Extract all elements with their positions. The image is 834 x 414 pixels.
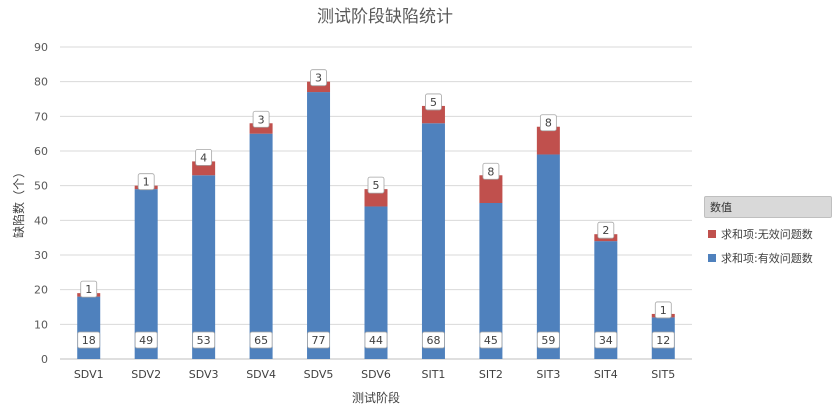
y-axis-ticks: 0 10 20 30 40 50 60 70 80 90 — [34, 41, 48, 366]
data-label-invalid: 4 — [200, 151, 207, 164]
data-label-invalid: 8 — [487, 165, 494, 178]
data-label-valid: 18 — [82, 334, 96, 347]
y-tick-label: 30 — [34, 249, 48, 262]
data-label-valid: 12 — [656, 334, 670, 347]
x-tick-label: SIT4 — [594, 368, 618, 381]
y-tick-label: 80 — [34, 76, 48, 89]
data-label-invalid: 3 — [315, 72, 322, 85]
bar-valid — [192, 175, 216, 359]
data-label-box — [77, 331, 101, 349]
x-tick-label: SIT5 — [651, 368, 675, 381]
data-label-box — [422, 331, 445, 349]
data-label-box — [134, 331, 158, 349]
x-tick-label: SDV4 — [246, 368, 276, 381]
bar-invalid — [536, 126, 560, 155]
legend-swatch-valid — [708, 254, 716, 262]
legend-item-invalid: 求和项:无效问题数 — [704, 226, 832, 242]
y-tick-label: 70 — [34, 110, 48, 123]
x-tick-label: SDV6 — [361, 368, 391, 381]
x-tick-label: SIT3 — [536, 368, 560, 381]
x-tick-label: SDV1 — [74, 368, 104, 381]
bar-valid — [421, 123, 445, 360]
y-tick-label: 60 — [34, 145, 48, 158]
x-tick-label: SDV5 — [304, 368, 334, 381]
y-axis-label: 缺陷数（个） — [11, 166, 26, 238]
bar-valid — [307, 92, 331, 360]
data-label-invalid: 1 — [143, 176, 150, 189]
data-label-box — [252, 110, 270, 128]
data-label-box — [249, 331, 273, 349]
x-tick-label: SIT2 — [479, 368, 503, 381]
legend-title: 数值 — [704, 196, 832, 218]
data-label-box — [367, 176, 385, 194]
bar-valid — [134, 189, 158, 359]
data-label-box — [192, 331, 216, 349]
y-tick-label: 40 — [34, 214, 48, 227]
data-label-box — [80, 280, 98, 298]
bar-invalid — [249, 123, 273, 134]
bar-valid — [479, 203, 503, 359]
data-label-invalid: 5 — [430, 96, 437, 109]
legend-swatch-invalid — [708, 230, 716, 238]
data-label-box — [310, 69, 327, 87]
bars: 18 1 49 1 53 4 65 3 77 3 44 5 68 5 45 8 59 8 34 2 12 1 — [77, 69, 675, 360]
y-tick-label: 90 — [34, 41, 48, 54]
data-label-box — [651, 331, 675, 349]
y-tick-label: 10 — [34, 318, 48, 331]
data-label-invalid: 3 — [258, 113, 265, 126]
legend-label-invalid: 求和项:无效问题数 — [721, 228, 813, 241]
legend-label-valid: 求和项:有效问题数 — [721, 252, 813, 265]
bar-valid — [77, 296, 101, 359]
data-label-invalid: 2 — [602, 224, 609, 237]
data-label-box — [479, 331, 503, 349]
data-label-box — [195, 148, 213, 166]
data-label-box — [594, 331, 618, 349]
data-label-valid: 34 — [599, 334, 613, 347]
data-label-box — [137, 173, 155, 191]
x-tick-label: SDV3 — [189, 368, 219, 381]
y-tick-label: 0 — [41, 353, 48, 366]
bar-valid — [249, 133, 273, 359]
data-label-valid: 53 — [197, 334, 211, 347]
data-label-invalid: 1 — [660, 304, 667, 317]
data-label-box — [307, 331, 330, 349]
data-label-box — [539, 114, 557, 132]
data-label-box — [654, 301, 672, 319]
y-tick-label: 20 — [34, 284, 48, 297]
data-label-box — [425, 93, 442, 111]
data-label-valid: 49 — [139, 334, 153, 347]
x-axis-ticks: SDV1 SDV2 SDV3 SDV4 SDV5 SDV6 SIT1 SIT2 SIT3 SIT4… — [74, 368, 675, 381]
data-label-valid: 68 — [426, 334, 440, 347]
x-tick-label: SIT1 — [421, 368, 445, 381]
data-label-box — [364, 331, 388, 349]
y-tick-label: 50 — [34, 180, 48, 193]
bar-invalid — [479, 175, 503, 203]
bar-valid — [594, 241, 618, 359]
bar-invalid — [307, 81, 331, 93]
data-label-valid: 59 — [541, 334, 555, 347]
bar-valid — [536, 154, 560, 359]
data-label-invalid: 5 — [373, 179, 380, 192]
bar-valid — [364, 206, 388, 359]
data-label-invalid: 8 — [545, 117, 552, 130]
legend: 数值 求和项:无效问题数 求和项:有效问题数 — [704, 196, 832, 266]
chart-title: 测试阶段缺陷统计 — [317, 7, 453, 27]
data-label-box — [597, 221, 615, 239]
x-tick-label: SDV2 — [131, 368, 161, 381]
data-label-invalid: 1 — [85, 283, 92, 296]
x-axis-label: 测试阶段 — [352, 390, 400, 405]
data-label-box — [536, 331, 560, 349]
data-label-valid: 65 — [254, 334, 268, 347]
legend-item-valid: 求和项:有效问题数 — [704, 250, 832, 266]
data-label-valid: 44 — [369, 334, 383, 347]
data-label-valid: 45 — [484, 334, 498, 347]
data-label-valid: 77 — [312, 334, 326, 347]
data-label-box — [482, 162, 500, 180]
